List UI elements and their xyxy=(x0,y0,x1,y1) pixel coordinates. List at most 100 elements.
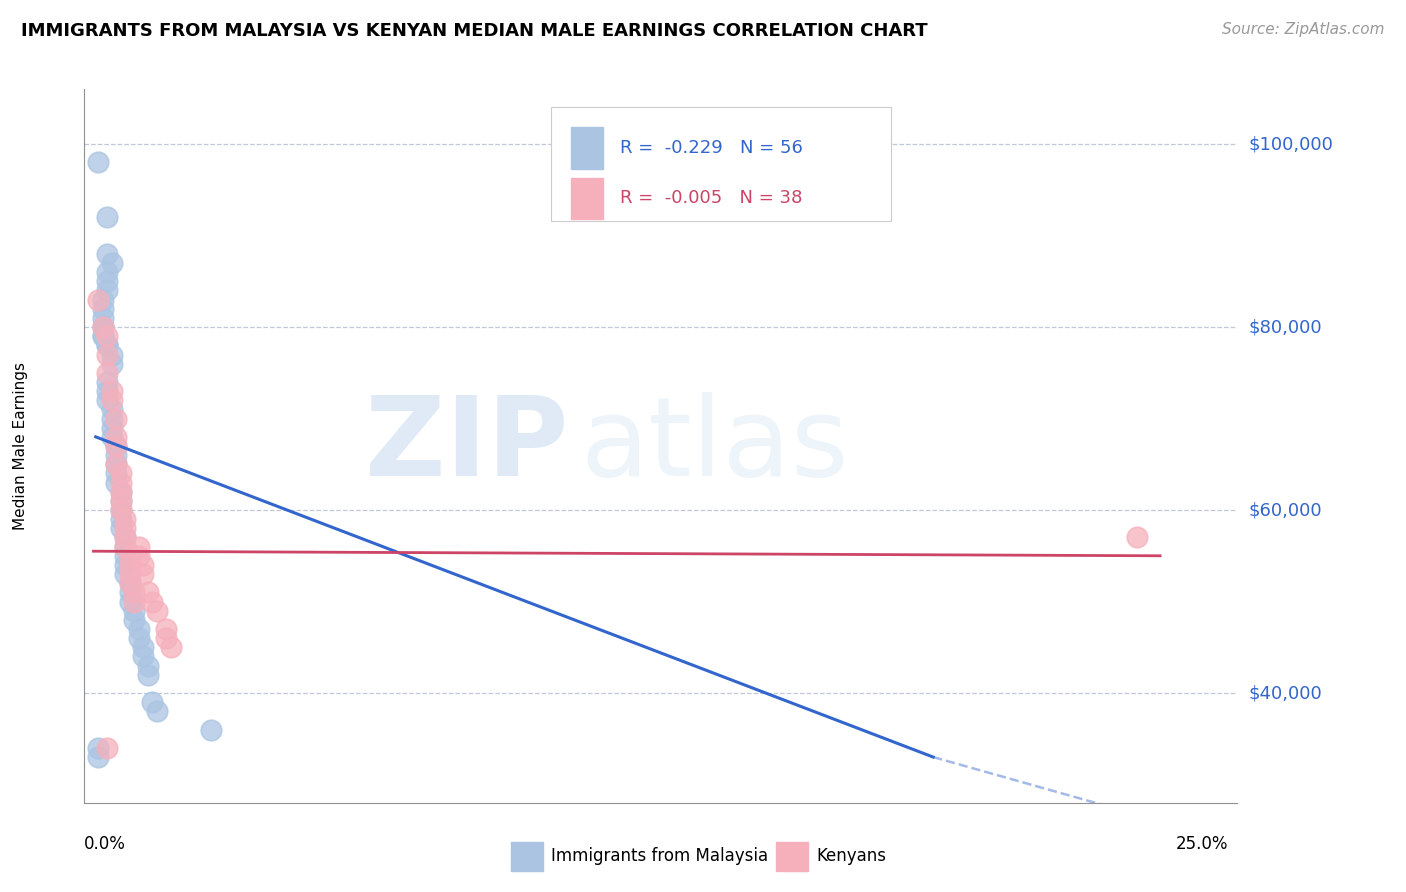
Point xyxy=(118,549,141,563)
Point xyxy=(114,512,136,526)
Point xyxy=(100,393,122,408)
Text: R =  -0.005   N = 38: R = -0.005 N = 38 xyxy=(620,189,803,207)
Point xyxy=(105,411,128,425)
Point xyxy=(110,494,132,508)
Point xyxy=(91,320,114,334)
Point xyxy=(100,411,122,425)
Point xyxy=(110,503,132,517)
Point xyxy=(110,494,132,508)
Point xyxy=(105,448,128,462)
Point xyxy=(1126,531,1149,545)
Point xyxy=(110,503,132,517)
Point xyxy=(96,338,118,352)
Point xyxy=(114,521,136,535)
Point xyxy=(91,310,114,325)
Point xyxy=(105,467,128,481)
Point xyxy=(110,467,132,481)
Point xyxy=(96,284,118,298)
Point xyxy=(91,293,114,307)
Point xyxy=(124,613,146,627)
Point xyxy=(87,155,110,169)
FancyBboxPatch shape xyxy=(776,842,808,871)
Point xyxy=(128,549,150,563)
Point xyxy=(110,512,132,526)
Point xyxy=(118,585,141,599)
Text: $60,000: $60,000 xyxy=(1249,501,1323,519)
Point xyxy=(114,531,136,545)
Point xyxy=(118,558,141,572)
Point xyxy=(128,622,150,636)
Point xyxy=(100,402,122,417)
Point xyxy=(91,320,114,334)
Point xyxy=(96,274,118,288)
FancyBboxPatch shape xyxy=(571,178,603,219)
Point xyxy=(110,521,132,535)
Point xyxy=(96,393,118,408)
Point xyxy=(105,458,128,472)
Text: ZIP: ZIP xyxy=(366,392,568,500)
Text: IMMIGRANTS FROM MALAYSIA VS KENYAN MEDIAN MALE EARNINGS CORRELATION CHART: IMMIGRANTS FROM MALAYSIA VS KENYAN MEDIA… xyxy=(21,22,928,40)
Point xyxy=(128,540,150,554)
Point xyxy=(100,384,122,398)
Point xyxy=(105,475,128,490)
Point xyxy=(96,265,118,279)
Text: Immigrants from Malaysia: Immigrants from Malaysia xyxy=(551,847,769,865)
Point xyxy=(132,567,155,582)
Point xyxy=(96,366,118,380)
Point xyxy=(141,695,163,709)
Point xyxy=(96,211,118,225)
Point xyxy=(118,594,141,608)
Point xyxy=(96,384,118,398)
Point xyxy=(91,301,114,316)
Point xyxy=(136,585,159,599)
Point xyxy=(105,439,128,453)
Point xyxy=(100,256,122,270)
Text: $100,000: $100,000 xyxy=(1249,135,1334,153)
Point xyxy=(96,740,118,755)
Point xyxy=(159,640,181,655)
Text: $80,000: $80,000 xyxy=(1249,318,1323,336)
Point xyxy=(91,329,114,343)
Point xyxy=(146,704,169,718)
FancyBboxPatch shape xyxy=(510,842,543,871)
Point xyxy=(132,649,155,664)
Point xyxy=(96,338,118,352)
Point xyxy=(110,484,132,499)
Point xyxy=(118,576,141,591)
Point xyxy=(136,667,159,681)
Point xyxy=(114,567,136,582)
Point xyxy=(114,531,136,545)
Point xyxy=(96,347,118,361)
Point xyxy=(128,631,150,645)
Point xyxy=(100,420,122,434)
Point xyxy=(146,604,169,618)
Point xyxy=(100,430,122,444)
Point xyxy=(87,293,110,307)
Point xyxy=(155,631,177,645)
FancyBboxPatch shape xyxy=(571,128,603,169)
Point xyxy=(124,585,146,599)
Point xyxy=(110,475,132,490)
Point xyxy=(132,640,155,655)
Point xyxy=(200,723,222,737)
Point xyxy=(96,375,118,389)
Point xyxy=(155,622,177,636)
Text: 0.0%: 0.0% xyxy=(84,835,127,853)
Text: Median Male Earnings: Median Male Earnings xyxy=(14,362,28,530)
FancyBboxPatch shape xyxy=(551,107,891,221)
Point xyxy=(114,540,136,554)
Point xyxy=(100,357,122,371)
Point xyxy=(105,458,128,472)
Point xyxy=(124,604,146,618)
Point xyxy=(132,558,155,572)
Text: Kenyans: Kenyans xyxy=(817,847,886,865)
Point xyxy=(105,439,128,453)
Text: atlas: atlas xyxy=(581,392,849,500)
Point xyxy=(91,329,114,343)
Point xyxy=(105,430,128,444)
Point xyxy=(87,750,110,764)
Point xyxy=(118,576,141,591)
Point xyxy=(141,594,163,608)
Point xyxy=(136,658,159,673)
Text: Source: ZipAtlas.com: Source: ZipAtlas.com xyxy=(1222,22,1385,37)
